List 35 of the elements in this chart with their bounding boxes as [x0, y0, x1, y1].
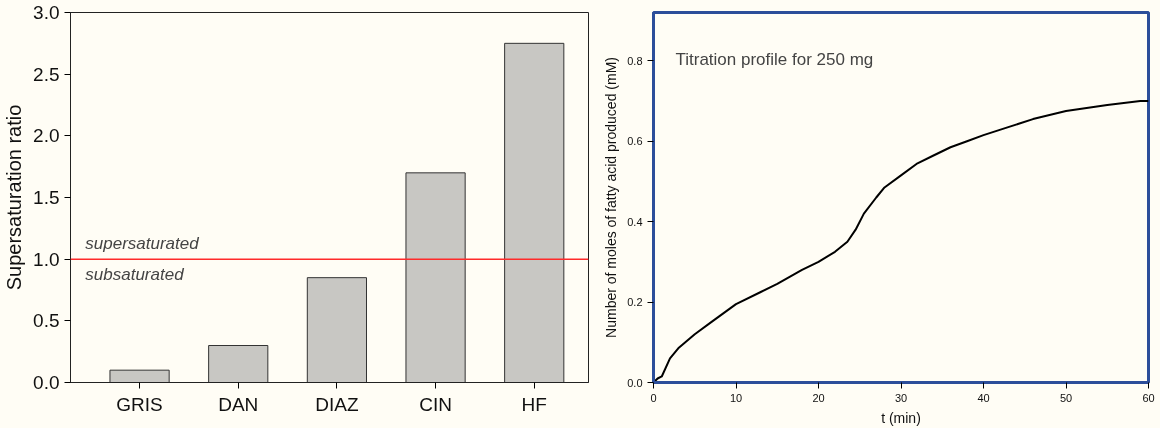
x-tick-label: DIAZ — [315, 393, 359, 415]
x-tick-label: CIN — [419, 393, 452, 415]
y-tick-label: 0.4 — [627, 215, 643, 228]
x-tick-label: 0 — [650, 391, 657, 404]
y-tick-label: 0.8 — [627, 54, 643, 67]
bar — [504, 42, 565, 383]
y-tick-label: 0.2 — [627, 296, 643, 309]
y-tick-label: 0.0 — [33, 372, 60, 393]
y-tick-label: 2.5 — [33, 63, 60, 85]
bar — [306, 277, 367, 383]
y-tick-label: 0.0 — [627, 376, 643, 389]
x-tick-label: 40 — [977, 391, 990, 404]
y-tick-label: 1.0 — [33, 248, 60, 270]
x-axis-title: t (min) — [881, 409, 921, 426]
x-tick-label: 30 — [894, 391, 908, 404]
x-tick-label: GRIS — [116, 393, 163, 415]
y-axis-title: Supersaturation ratio — [3, 104, 26, 291]
y-tick-label: 2.0 — [33, 125, 60, 147]
y-axis-title: Number of moles of fatty acid produced (mM) — [603, 57, 620, 338]
x-tick-label: 50 — [1059, 391, 1073, 404]
y-tick-label: 0.6 — [627, 135, 643, 148]
x-tick-label: 10 — [729, 391, 743, 404]
bar — [405, 172, 466, 383]
bar — [208, 345, 269, 383]
annotation: supersaturated — [85, 234, 200, 254]
y-tick-label: 0.5 — [33, 310, 60, 332]
y-tick-label: 3.0 — [33, 2, 60, 23]
bar — [109, 369, 170, 383]
x-tick-label: DAN — [218, 393, 259, 415]
x-tick-label: HF — [521, 393, 547, 415]
x-tick-label: 20 — [812, 391, 825, 404]
y-tick-label: 1.5 — [33, 187, 60, 208]
x-tick-label: 60 — [1142, 391, 1155, 404]
annotation: subsaturated — [85, 265, 185, 285]
text: Titration profile for 250 mg — [675, 49, 874, 69]
